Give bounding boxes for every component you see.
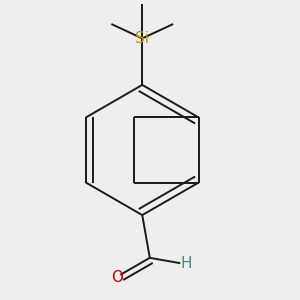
Text: H: H — [181, 256, 192, 271]
Text: Si: Si — [135, 31, 149, 46]
Text: O: O — [111, 271, 123, 286]
